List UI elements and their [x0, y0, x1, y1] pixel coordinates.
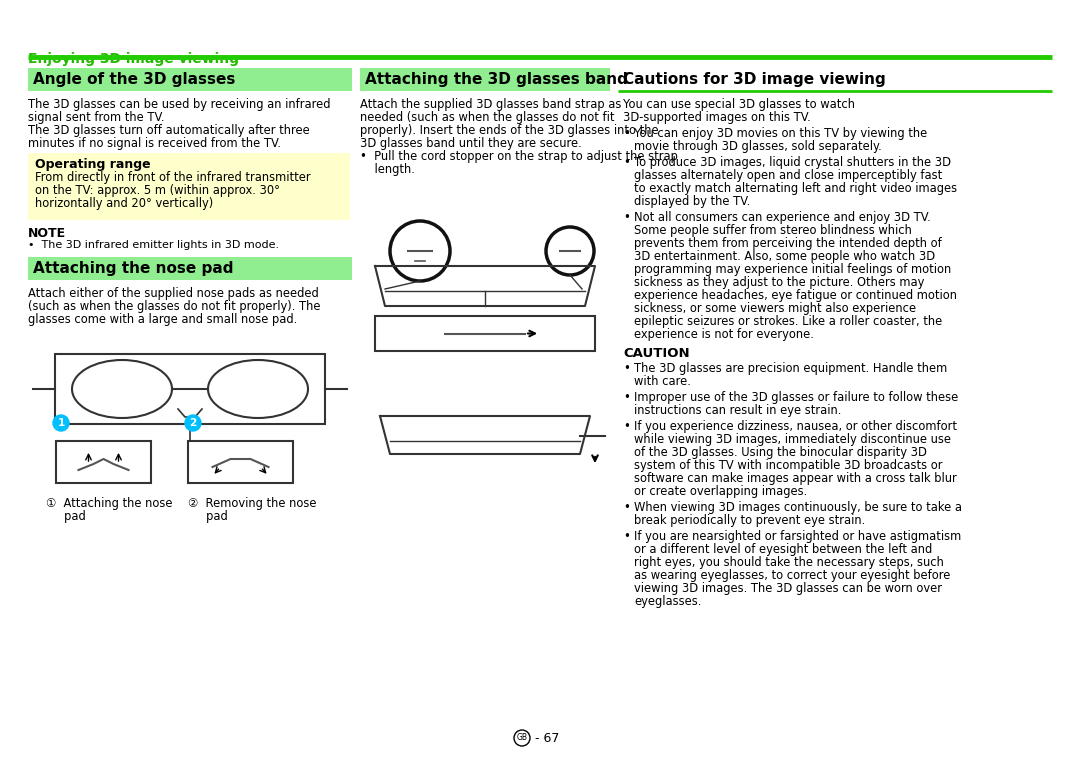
- Text: If you experience dizziness, nausea, or other discomfort: If you experience dizziness, nausea, or …: [634, 420, 957, 433]
- Text: glasses alternately open and close imperceptibly fast: glasses alternately open and close imper…: [634, 169, 942, 182]
- Text: length.: length.: [360, 163, 415, 176]
- Text: •: •: [623, 211, 630, 224]
- Bar: [360, 68, 610, 91]
- Bar: [55, 354, 325, 424]
- Text: displayed by the TV.: displayed by the TV.: [634, 195, 751, 208]
- Text: •  Pull the cord stopper on the strap to adjust the strap: • Pull the cord stopper on the strap to …: [360, 150, 678, 163]
- Bar: [375, 316, 595, 351]
- Text: Not all consumers can experience and enjoy 3D TV.: Not all consumers can experience and enj…: [634, 211, 931, 224]
- Text: programming may experience initial feelings of motion: programming may experience initial feeli…: [634, 263, 951, 276]
- Text: NOTE: NOTE: [28, 227, 66, 240]
- Text: •: •: [623, 391, 630, 404]
- Text: Some people suffer from stereo blindness which: Some people suffer from stereo blindness…: [634, 224, 912, 237]
- Text: experience is not for everyone.: experience is not for everyone.: [634, 328, 814, 341]
- Text: GB: GB: [516, 733, 527, 742]
- Text: •: •: [623, 362, 630, 375]
- Text: signal sent from the TV.: signal sent from the TV.: [28, 111, 164, 124]
- Text: •: •: [623, 156, 630, 169]
- Text: on the TV: approx. 5 m (within approx. 30°: on the TV: approx. 5 m (within approx. 3…: [35, 184, 280, 197]
- Text: CAUTION: CAUTION: [623, 347, 690, 360]
- Text: properly). Insert the ends of the 3D glasses into the: properly). Insert the ends of the 3D gla…: [360, 124, 659, 137]
- Text: The 3D glasses turn off automatically after three: The 3D glasses turn off automatically af…: [28, 124, 310, 137]
- Text: Cautions for 3D image viewing: Cautions for 3D image viewing: [623, 72, 886, 87]
- Text: To produce 3D images, liquid crystal shutters in the 3D: To produce 3D images, liquid crystal shu…: [634, 156, 951, 169]
- Text: or a different level of eyesight between the left and: or a different level of eyesight between…: [634, 543, 932, 556]
- Text: Attaching the 3D glasses band: Attaching the 3D glasses band: [365, 72, 627, 87]
- Text: prevents them from perceiving the intended depth of: prevents them from perceiving the intend…: [634, 237, 942, 250]
- Text: Operating range: Operating range: [35, 158, 150, 171]
- Text: 1: 1: [57, 418, 65, 428]
- Text: system of this TV with incompatible 3D broadcasts or: system of this TV with incompatible 3D b…: [634, 459, 943, 472]
- Text: - 67: - 67: [535, 732, 559, 745]
- Text: to exactly match alternating left and right video images: to exactly match alternating left and ri…: [634, 182, 957, 195]
- Text: right eyes, you should take the necessary steps, such: right eyes, you should take the necessar…: [634, 556, 944, 569]
- Text: glasses come with a large and small nose pad.: glasses come with a large and small nose…: [28, 313, 297, 326]
- Text: The 3D glasses can be used by receiving an infrared: The 3D glasses can be used by receiving …: [28, 98, 330, 111]
- Text: or create overlapping images.: or create overlapping images.: [634, 485, 807, 498]
- Text: Angle of the 3D glasses: Angle of the 3D glasses: [33, 72, 235, 87]
- Text: pad: pad: [188, 510, 228, 523]
- Text: while viewing 3D images, immediately discontinue use: while viewing 3D images, immediately dis…: [634, 433, 951, 446]
- Text: From directly in front of the infrared transmitter: From directly in front of the infrared t…: [35, 171, 311, 184]
- Bar: [188, 441, 293, 483]
- Text: Attach the supplied 3D glasses band strap as: Attach the supplied 3D glasses band stra…: [360, 98, 621, 111]
- Text: needed (such as when the glasses do not fit: needed (such as when the glasses do not …: [360, 111, 615, 124]
- Text: viewing 3D images. The 3D glasses can be worn over: viewing 3D images. The 3D glasses can be…: [634, 582, 942, 595]
- Text: 3D glasses band until they are secure.: 3D glasses band until they are secure.: [360, 137, 582, 150]
- Text: ②  Removing the nose: ② Removing the nose: [188, 497, 316, 510]
- Text: break periodically to prevent eye strain.: break periodically to prevent eye strain…: [634, 514, 865, 527]
- Text: •: •: [623, 530, 630, 543]
- Text: epileptic seizures or strokes. Like a roller coaster, the: epileptic seizures or strokes. Like a ro…: [634, 315, 942, 328]
- Text: experience headaches, eye fatigue or continued motion: experience headaches, eye fatigue or con…: [634, 289, 957, 302]
- Bar: [28, 153, 350, 220]
- Text: •: •: [623, 501, 630, 514]
- Text: movie through 3D glasses, sold separately.: movie through 3D glasses, sold separatel…: [634, 140, 881, 153]
- Text: minutes if no signal is received from the TV.: minutes if no signal is received from th…: [28, 137, 281, 150]
- Text: software can make images appear with a cross talk blur: software can make images appear with a c…: [634, 472, 957, 485]
- Bar: [28, 257, 352, 280]
- Text: You can enjoy 3D movies on this TV by viewing the: You can enjoy 3D movies on this TV by vi…: [634, 127, 928, 140]
- Text: sickness, or some viewers might also experience: sickness, or some viewers might also exp…: [634, 302, 916, 315]
- Text: Improper use of the 3D glasses or failure to follow these: Improper use of the 3D glasses or failur…: [634, 391, 958, 404]
- Text: Attaching the nose pad: Attaching the nose pad: [33, 261, 233, 276]
- Text: with care.: with care.: [634, 375, 691, 388]
- Text: as wearing eyeglasses, to correct your eyesight before: as wearing eyeglasses, to correct your e…: [634, 569, 950, 582]
- Text: If you are nearsighted or farsighted or have astigmatism: If you are nearsighted or farsighted or …: [634, 530, 961, 543]
- Text: Enjoying 3D image viewing: Enjoying 3D image viewing: [28, 52, 239, 66]
- Text: 3D entertainment. Also, some people who watch 3D: 3D entertainment. Also, some people who …: [634, 250, 935, 263]
- Bar: [28, 68, 352, 91]
- Text: 3D-supported images on this TV.: 3D-supported images on this TV.: [623, 111, 811, 124]
- Text: sickness as they adjust to the picture. Others may: sickness as they adjust to the picture. …: [634, 276, 924, 289]
- Text: You can use special 3D glasses to watch: You can use special 3D glasses to watch: [623, 98, 855, 111]
- Text: (such as when the glasses do not fit properly). The: (such as when the glasses do not fit pro…: [28, 300, 321, 313]
- Text: Attach either of the supplied nose pads as needed: Attach either of the supplied nose pads …: [28, 287, 319, 300]
- Text: horizontally and 20° vertically): horizontally and 20° vertically): [35, 197, 213, 210]
- Text: •: •: [623, 420, 630, 433]
- Text: ①  Attaching the nose: ① Attaching the nose: [46, 497, 173, 510]
- Text: •  The 3D infrared emitter lights in 3D mode.: • The 3D infrared emitter lights in 3D m…: [28, 240, 279, 250]
- Text: instructions can result in eye strain.: instructions can result in eye strain.: [634, 404, 841, 417]
- Text: The 3D glasses are precision equipment. Handle them: The 3D glasses are precision equipment. …: [634, 362, 947, 375]
- Circle shape: [53, 415, 69, 431]
- Text: pad: pad: [46, 510, 85, 523]
- Circle shape: [185, 415, 201, 431]
- Text: of the 3D glasses. Using the binocular disparity 3D: of the 3D glasses. Using the binocular d…: [634, 446, 927, 459]
- Text: 2: 2: [189, 418, 197, 428]
- Text: When viewing 3D images continuously, be sure to take a: When viewing 3D images continuously, be …: [634, 501, 962, 514]
- Text: •: •: [623, 127, 630, 140]
- Bar: [56, 441, 151, 483]
- Text: eyeglasses.: eyeglasses.: [634, 595, 701, 608]
